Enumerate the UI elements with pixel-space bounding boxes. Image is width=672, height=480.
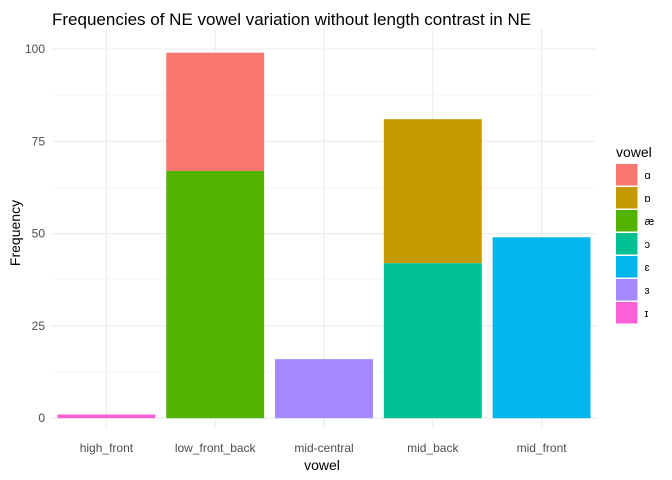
y-tick-label: 100 [25,42,45,56]
bar-segment [383,263,482,419]
x-tick-label: low_front_back [175,441,257,455]
y-tick-label: 75 [32,134,46,148]
legend-label: ɑ [645,170,651,182]
bar-segment [275,359,373,419]
y-tick-label: 25 [32,319,46,333]
bar-segment [166,170,265,419]
legend-label: ɒ [645,193,651,205]
y-tick-label: 50 [32,227,46,241]
legend-label: ɔ [645,239,651,251]
x-tick-label: mid-central [294,441,353,455]
bar-segment [492,237,591,419]
x-tick-label: mid_front [517,441,568,455]
legend-label: ɜ [645,285,650,297]
legend-swatch [616,164,638,186]
x-tick-label: mid_back [407,441,459,455]
bar-segment [57,414,156,419]
legend-swatch [616,187,638,209]
legend-label: æ [645,216,655,228]
y-tick-label: 0 [38,411,45,425]
bars [57,52,591,419]
y-axis-ticks: 0 25 50 75 100 [25,42,45,425]
bar-segment [383,119,482,264]
legend-swatch [616,302,638,324]
chart-title: Frequencies of NE vowel variation withou… [52,10,531,29]
x-axis-ticks: high_front low_front_back mid-central mid_b… [80,441,568,455]
x-axis-title: vowel [304,457,340,473]
legend-label: ɪ [645,308,649,320]
legend-swatch [616,256,638,278]
legend-label: ɛ [645,262,650,274]
x-tick-label: high_front [80,441,134,455]
y-axis-title: Frequency [7,200,23,266]
legend-title: vowel [616,144,652,160]
bar-segment [166,52,265,171]
legend-swatch [616,279,638,301]
legend-swatch [616,233,638,255]
legend-swatch [616,210,638,232]
